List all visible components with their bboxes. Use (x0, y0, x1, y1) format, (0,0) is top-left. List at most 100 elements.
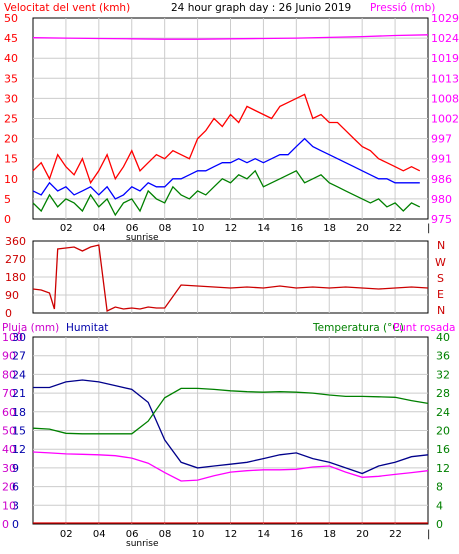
humidity-tick-label: 15 (12, 425, 26, 438)
wind-tick-label: 10 (4, 173, 18, 186)
time-tick-label: 04 (93, 223, 106, 234)
time-axis-top: 02 04 06 08 10 12 14 16 18 20 22 | (60, 223, 430, 234)
humidity-tick-label: 12 (12, 443, 26, 456)
direction-series-line (32, 244, 429, 312)
time-tick-label: 18 (323, 223, 336, 234)
pressure-tick-label: 991 (431, 153, 452, 166)
humidity-tick-label: 0 (12, 518, 19, 531)
humidity-label: Humitat (66, 322, 108, 334)
rain-tick-label: 70 (2, 387, 16, 400)
wind-tick-label: 50 (4, 12, 18, 25)
time-tick-label: 14 (257, 529, 270, 540)
humidity-tick-label: 30 (12, 331, 26, 344)
time-tick-label: | (427, 223, 430, 234)
time-tick-label: 14 (257, 223, 270, 234)
wind-tick-label: 40 (4, 52, 18, 65)
pressure-label: Pressió (mb) (370, 2, 435, 14)
dir-label-w: W (435, 256, 446, 269)
wind-tick-label: 20 (4, 133, 18, 146)
time-tick-label: 16 (290, 223, 303, 234)
rain-tick-label: 80 (2, 368, 16, 381)
grid-lines (33, 18, 428, 524)
rain-tick-label: 20 (2, 481, 16, 494)
time-tick-label: 04 (93, 529, 106, 540)
wind-series-line-2 (32, 137, 420, 200)
humidity-tick-label: 24 (12, 368, 26, 381)
pressure-tick-label: 1013 (431, 72, 459, 85)
humidity-tick-label: 9 (12, 462, 19, 475)
temperature-tick-label: 28 (436, 387, 450, 400)
time-tick-label: 08 (159, 223, 172, 234)
dir-label-n-bottom: N (437, 304, 445, 317)
pressure-tick-label: 997 (431, 133, 452, 146)
dir-label-s: S (437, 272, 444, 285)
temperature-tick-label: 36 (436, 350, 450, 363)
rain-label: Pluja (mm) (2, 322, 59, 334)
wind-series-line-3 (32, 34, 429, 40)
time-tick-label: 20 (356, 223, 369, 234)
time-axis-bottom: 02 04 06 08 10 12 14 16 18 20 22 | (60, 529, 430, 540)
pressure-tick-label: 1029 (431, 12, 459, 25)
direction-tick-label: 0 (5, 307, 12, 320)
temperature-tick-label: 4 (436, 499, 443, 512)
direction-tick-label: 180 (5, 271, 26, 284)
pressure-tick-label: 975 (431, 213, 452, 226)
temperature-tick-label: 12 (436, 462, 450, 475)
wind-tick-label: 0 (4, 213, 11, 226)
direction-tick-label: 360 (5, 235, 26, 248)
humidity-tick-label: 21 (12, 387, 26, 400)
pressure-tick-label: 1008 (431, 92, 459, 105)
time-tick-label: 18 (323, 529, 336, 540)
time-tick-label: 20 (356, 529, 369, 540)
time-tick-label: 10 (192, 529, 205, 540)
temperature-tick-label: 16 (436, 443, 450, 456)
rain-tick-label: 100 (2, 331, 23, 344)
rain-tick-label: 10 (2, 499, 16, 512)
temperature-tick-label: 32 (436, 368, 450, 381)
time-tick-label: 06 (126, 223, 139, 234)
dew-point-label: Punt rosada (393, 322, 455, 334)
humidity-panel-series-line-2 (32, 451, 429, 482)
time-tick-label: 22 (389, 529, 402, 540)
pressure-tick-label: 1002 (431, 113, 459, 126)
time-tick-label: 12 (225, 223, 238, 234)
wind-tick-label: 15 (4, 153, 18, 166)
humidity-tick-label: 27 (12, 350, 26, 363)
direction-letters: N W S E N (435, 239, 446, 317)
time-tick-label: 22 (389, 223, 402, 234)
time-tick-label: 08 (159, 529, 172, 540)
pressure-tick-label: 1024 (431, 32, 459, 45)
rain-tick-label: 30 (2, 462, 16, 475)
rain-tick-label: 60 (2, 406, 16, 419)
wind-speed-label: Velocitat del vent (kmh) (4, 2, 130, 14)
temperature-label: Temperatura (°C) (312, 322, 404, 334)
data-series (32, 34, 429, 524)
pressure-tick-label: 1019 (431, 52, 459, 65)
time-tick-label: 06 (126, 529, 139, 540)
temperature-tick-label: 20 (436, 425, 450, 438)
humidity-panel-series-line-0 (33, 379, 429, 475)
dir-label-e: E (437, 288, 444, 301)
time-tick-label: 02 (60, 529, 73, 540)
pressure-tick-label: 980 (431, 193, 452, 206)
wind-tick-label: 25 (4, 113, 18, 126)
time-tick-label: 02 (60, 223, 73, 234)
humidity-tick-label: 18 (12, 406, 26, 419)
temperature-tick-label: 8 (436, 481, 443, 494)
pressure-tick-label: 986 (431, 173, 452, 186)
humidity-tick-label: 3 (12, 499, 19, 512)
graph-title: 24 hour graph day : 26 Junio 2019 (171, 2, 351, 14)
temperature-tick-label: 40 (436, 331, 450, 344)
time-tick-label: | (427, 529, 430, 540)
rain-tick-label: 50 (2, 425, 16, 438)
direction-tick-label: 270 (5, 253, 26, 266)
sunrise-label-bottom: sunrise (126, 539, 159, 549)
rain-tick-label: 40 (2, 443, 16, 456)
wind-series-line-1 (32, 169, 421, 217)
wind-series-line-0 (32, 93, 421, 185)
dir-label-n-top: N (437, 239, 445, 252)
rain-tick-label: 0 (2, 518, 9, 531)
wind-tick-label: 5 (4, 193, 11, 206)
